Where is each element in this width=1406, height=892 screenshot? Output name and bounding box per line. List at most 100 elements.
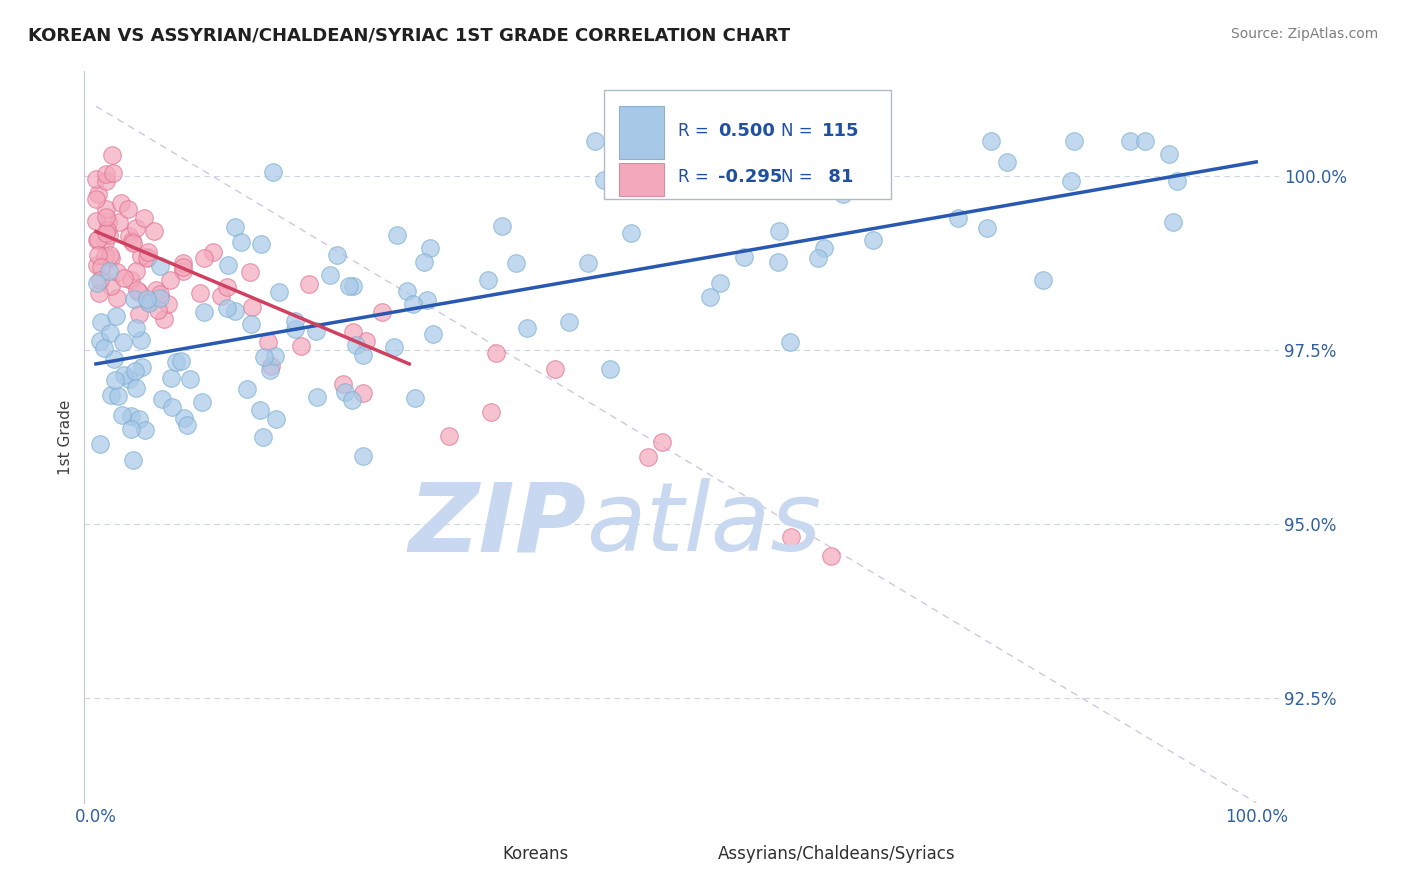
Point	[262, 165, 284, 179]
Point	[239, 265, 262, 279]
Point	[593, 173, 616, 187]
Point	[125, 264, 148, 278]
Point	[159, 273, 181, 287]
Point	[120, 273, 142, 287]
Point	[127, 283, 149, 297]
Point	[209, 288, 232, 302]
Point	[768, 224, 790, 238]
Point	[94, 174, 117, 188]
Point	[267, 285, 290, 300]
Point	[131, 359, 153, 374]
Point	[193, 305, 215, 319]
Point	[333, 385, 356, 400]
Point	[124, 364, 146, 378]
Point	[583, 134, 606, 148]
Point	[122, 292, 145, 306]
Point	[1159, 147, 1181, 161]
Point	[217, 258, 239, 272]
Point	[995, 154, 1018, 169]
Point	[385, 228, 408, 243]
Point	[342, 279, 364, 293]
Point	[105, 291, 128, 305]
Point	[121, 453, 143, 467]
Point	[356, 334, 378, 348]
Point	[97, 215, 120, 229]
Point	[352, 449, 374, 463]
Point	[134, 423, 156, 437]
FancyBboxPatch shape	[605, 90, 891, 200]
Point	[98, 248, 121, 262]
Point	[976, 221, 998, 235]
Point	[733, 250, 755, 264]
Text: R =: R =	[678, 122, 714, 140]
Point	[138, 296, 160, 310]
Point	[105, 265, 128, 279]
Point	[128, 307, 150, 321]
Point	[516, 321, 538, 335]
Point	[98, 326, 121, 340]
Point	[149, 259, 172, 273]
Point	[980, 134, 1002, 148]
Point	[124, 221, 146, 235]
Point	[118, 372, 141, 386]
Point	[284, 314, 307, 328]
Point	[96, 202, 118, 217]
Point	[87, 286, 110, 301]
Point	[236, 383, 259, 397]
Point	[101, 148, 124, 162]
Point	[129, 333, 152, 347]
Point	[128, 412, 150, 426]
Point	[136, 245, 159, 260]
Point	[93, 249, 115, 263]
Point	[340, 392, 363, 407]
Point	[305, 324, 328, 338]
Point	[90, 260, 112, 274]
Point	[1133, 134, 1156, 148]
Point	[84, 192, 107, 206]
Point	[780, 530, 803, 544]
Text: ZIP: ZIP	[408, 478, 586, 572]
Point	[422, 327, 444, 342]
Point	[179, 372, 201, 386]
Point	[260, 359, 283, 373]
Point	[249, 403, 271, 417]
Point	[782, 181, 804, 195]
Point	[813, 241, 835, 255]
Point	[172, 260, 194, 274]
Point	[136, 250, 159, 264]
Point	[217, 279, 239, 293]
Point	[862, 233, 884, 247]
Point	[89, 334, 111, 348]
Point	[779, 179, 801, 194]
Point	[136, 295, 159, 310]
Point	[946, 211, 969, 225]
Point	[122, 236, 145, 251]
Point	[89, 437, 111, 451]
Point	[1032, 273, 1054, 287]
Point	[766, 254, 789, 268]
Point	[831, 187, 853, 202]
Point	[84, 214, 107, 228]
Point	[307, 391, 329, 405]
Point	[439, 429, 461, 443]
Point	[384, 340, 406, 354]
Point	[217, 301, 239, 316]
Text: N =: N =	[782, 122, 818, 140]
Point	[100, 388, 122, 402]
Point	[413, 255, 436, 269]
Point	[416, 293, 439, 308]
Point	[1166, 174, 1188, 188]
Point	[264, 412, 287, 426]
Point	[172, 255, 194, 269]
Point	[807, 251, 830, 265]
Point	[1119, 134, 1142, 148]
Point	[651, 435, 673, 450]
Text: atlas: atlas	[586, 478, 821, 572]
Point	[290, 338, 312, 352]
Text: N =: N =	[782, 169, 818, 186]
Point	[253, 350, 276, 364]
Point	[94, 226, 117, 240]
Point	[396, 284, 419, 298]
Point	[1059, 174, 1081, 188]
Point	[318, 268, 340, 282]
